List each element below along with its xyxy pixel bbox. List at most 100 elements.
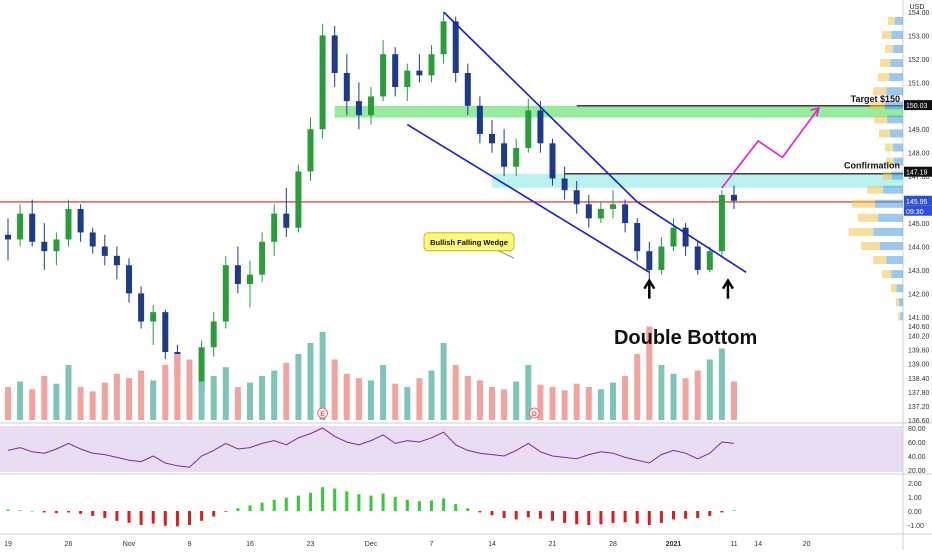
volume-bar [65, 365, 72, 420]
volume-profile-bar [889, 129, 903, 138]
projection-arrowhead [810, 107, 820, 117]
macd-histogram-bar [635, 511, 639, 524]
candle-body [307, 129, 314, 172]
price-pane [0, 11, 903, 402]
candle-body [222, 265, 229, 322]
double-bottom-label: Double Bottom [614, 327, 757, 349]
time-axis: 19 26 Nov 9 16 23 Dec 7 14 21 28 2021 11 14 20 [4, 541, 810, 548]
volume-bar [549, 387, 556, 420]
candle-body [65, 208, 72, 240]
volume-bar [295, 354, 302, 420]
volume-profile-bar [886, 157, 894, 166]
volume-bar [283, 362, 290, 420]
volume-bar [53, 383, 60, 420]
wedge-lower-line [406, 123, 650, 273]
time-tick-label: 28 [609, 541, 617, 548]
candle-body [476, 105, 483, 134]
candle-body [392, 54, 399, 88]
time-tick-label: 14 [754, 541, 762, 548]
volume-bar [210, 376, 217, 420]
candle-body [41, 241, 48, 252]
volume-profile-bar [849, 227, 874, 236]
volume-bar [5, 387, 11, 420]
price-tick-label: 139.00 [908, 362, 930, 369]
macd-histogram-bar [490, 511, 494, 516]
candle-body [464, 72, 471, 106]
time-tick-label: 11 [730, 541, 737, 548]
candle-body [319, 35, 326, 130]
macd-histogram-bar [103, 511, 107, 518]
price-tick-label: 154.00 [908, 10, 930, 17]
macd-histogram-bar [720, 511, 724, 513]
time-tick-label: Nov [123, 541, 136, 548]
macd-histogram-bar [732, 510, 736, 511]
macd-histogram-bar [393, 497, 397, 511]
macd-tick-label: -1.00 [908, 523, 924, 530]
candle-body [17, 213, 24, 240]
volume-profile-bar [861, 241, 880, 250]
time-tick-label: 20 [803, 541, 811, 548]
volume-profile-bar [887, 115, 903, 124]
macd-histogram-bar [321, 487, 325, 511]
volume-profile-bar [877, 73, 890, 82]
volume-bar [561, 390, 568, 420]
candle-body [610, 204, 616, 209]
macd-histogram-bar [151, 511, 155, 524]
macd-histogram-bar [127, 511, 131, 523]
volume-bar [380, 365, 387, 420]
price-tick-label: 140.20 [908, 334, 930, 341]
macd-tick-label: 2.00 [908, 481, 922, 488]
price-tick-label: 136.60 [908, 418, 930, 425]
rsi-tick-label: 40.00 [908, 454, 926, 461]
macd-histogram-bar [369, 495, 373, 511]
volume-profile-bar [878, 213, 903, 222]
last-price-tag-bg [904, 195, 932, 206]
time-tick-label: 2021 [666, 541, 682, 548]
macd-histogram-bar [224, 511, 228, 512]
volume-profile-bar [891, 270, 903, 279]
volume-bar [513, 381, 520, 420]
candle-body [380, 54, 387, 97]
macd-histogram-bar [357, 494, 361, 511]
volume-bar [41, 376, 48, 420]
volume-bar [537, 384, 544, 420]
macd-histogram-bar [538, 511, 542, 519]
price-tick-label: 145.00 [908, 221, 930, 228]
wedge-label: Bullish Falling Wedge [430, 238, 508, 247]
volume-profile-bar [885, 45, 894, 54]
up-arrow-left-head [643, 278, 656, 290]
macd-histogram-bar [526, 511, 530, 518]
macd-histogram-bar [212, 511, 216, 517]
candle-body [404, 70, 411, 88]
rsi-line [7, 427, 735, 468]
candle-body [440, 21, 447, 55]
candle-body [670, 227, 677, 247]
macd-histogram-bar [551, 511, 554, 521]
candle-body [718, 194, 725, 252]
price-tick-label: 138.40 [908, 376, 930, 383]
candle-body [706, 251, 713, 270]
volume-bar [222, 367, 229, 420]
macd-histogram-bar [79, 511, 83, 514]
candle-body [549, 143, 556, 179]
volume-bar [610, 382, 616, 420]
wedge-breakout-line [636, 201, 747, 273]
candle-body [501, 143, 508, 167]
candle-body [271, 213, 278, 242]
rsi-tick-label: 60.00 [908, 440, 926, 447]
candle-body [428, 54, 435, 76]
dividend-event-marker [528, 407, 540, 419]
volume-bar [464, 376, 471, 420]
volume-bar [404, 387, 411, 420]
volume-profile-bar [858, 213, 879, 222]
target-annotation: Target $150 [851, 94, 900, 104]
volume-bar [138, 370, 145, 420]
up-arrow-right-head [721, 278, 735, 290]
macd-histogram-bar [623, 511, 627, 523]
macd-histogram-bar [478, 511, 482, 513]
volume-profile-bar [893, 143, 903, 152]
macd-histogram-bar [611, 511, 615, 523]
price-tick-label: 144.00 [908, 244, 930, 251]
confirm-price-tag-bg [904, 166, 932, 177]
